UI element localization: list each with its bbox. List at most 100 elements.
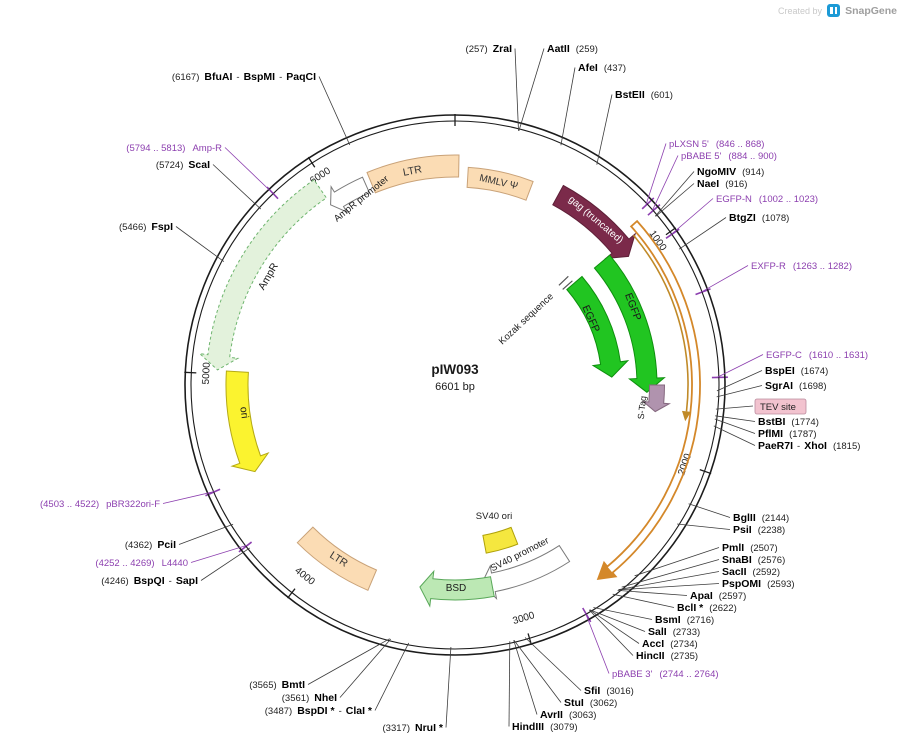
sfii-leader-line xyxy=(524,637,582,691)
afei-label[interactable]: AfeI (437) xyxy=(578,62,626,74)
ori-label[interactable]: ori xyxy=(237,406,251,419)
bsd-label[interactable]: BSD xyxy=(446,583,467,594)
pmli-label[interactable]: PmlI (2507) xyxy=(722,542,778,554)
pcii-label[interactable]: (4362) PciI xyxy=(125,539,176,551)
pbabe5-label[interactable]: pBABE 5' (884 .. 900) xyxy=(681,151,777,162)
nrui-label[interactable]: (3317) NruI * xyxy=(383,722,444,734)
sacii-leader-line xyxy=(618,571,720,590)
egfp-c-leader-line xyxy=(716,354,764,378)
scale-label: 4000 xyxy=(292,565,317,588)
mmlv-psi-feature[interactable] xyxy=(466,166,534,201)
egfp-1-feature[interactable] xyxy=(593,254,666,393)
scai-leader-line xyxy=(212,164,262,210)
acci-leader-line xyxy=(589,609,640,644)
watermark: Created by SnapGene xyxy=(778,4,897,17)
sacii-label[interactable]: SacII (2592) xyxy=(722,566,780,578)
bstbi-leader-line xyxy=(715,415,756,422)
sgrai-label[interactable]: SgrAI (1698) xyxy=(765,380,826,392)
l4440-label[interactable]: (4252 .. 4269) L4440 xyxy=(95,558,188,569)
bspqi-sapi-leader-line xyxy=(200,547,251,581)
nrui-leader-line xyxy=(445,646,452,728)
plxsn5-label[interactable]: pLXSN 5' (846 .. 868) xyxy=(669,139,764,150)
hincii-leader-line xyxy=(589,609,634,656)
pflmi-label[interactable]: PflMI (1787) xyxy=(758,428,817,440)
snabi-label[interactable]: SnaBI (2576) xyxy=(722,554,785,566)
fspi-label[interactable]: (5466) FspI xyxy=(119,221,173,233)
egfp-c-label[interactable]: EGFP-C (1610 .. 1631) xyxy=(766,350,868,361)
created-by-text: Created by xyxy=(778,5,823,16)
bspei-label[interactable]: BspEI (1674) xyxy=(765,365,828,377)
acci-label[interactable]: AccI (2734) xyxy=(642,638,698,650)
egfp-2-feature[interactable] xyxy=(566,275,630,378)
pbabe3-label[interactable]: pBABE 3' (2744 .. 2764) xyxy=(612,669,719,680)
pbr322ori-f-label[interactable]: (4503 .. 4522) pBR322ori-F xyxy=(40,499,160,510)
gag-truncated-feature[interactable] xyxy=(552,184,637,260)
scale-tick xyxy=(699,469,712,475)
psii-label[interactable]: PsiI (2238) xyxy=(733,524,785,536)
ampr-feature[interactable] xyxy=(198,179,328,371)
scai-label[interactable]: (5724) ScaI xyxy=(156,159,210,171)
s-tag-feature[interactable] xyxy=(641,384,672,413)
bspei-leader-line xyxy=(716,370,763,392)
scale-tick xyxy=(184,371,197,374)
hincii-label[interactable]: HincII (2735) xyxy=(636,650,698,662)
pflmi-leader-line xyxy=(714,418,756,434)
ltr-5-feature[interactable] xyxy=(366,154,460,194)
exfp-r-leader-line xyxy=(700,265,749,294)
bfuai-bspmi-paqci-label[interactable]: (6167) BfuAI - BspMI - PaqCI xyxy=(172,71,316,83)
hindiii-label[interactable]: HindIII (3079) xyxy=(512,721,578,733)
orf-line-feature[interactable] xyxy=(632,234,689,412)
pbr322ori-f-leader-line xyxy=(162,490,216,504)
ori-feature[interactable] xyxy=(225,370,270,473)
pspomi-leader-line xyxy=(618,583,720,591)
bspqi-sapi-label[interactable]: (4246) BspQI - SapI xyxy=(101,575,198,587)
stui-label[interactable]: StuI (3062) xyxy=(564,697,617,709)
bsteii-label[interactable]: BstEII (601) xyxy=(615,89,673,101)
bspdi-clai-label[interactable]: (3487) BspDI * - ClaI * xyxy=(265,705,373,717)
plasmid-title: pIW093 xyxy=(431,362,479,377)
kozak-label[interactable]: Kozak sequence xyxy=(497,291,556,347)
bstbi-label[interactable]: BstBI (1774) xyxy=(758,416,819,428)
ltr-5-label[interactable]: LTR xyxy=(402,163,423,178)
scale-tick xyxy=(287,588,296,599)
psii-leader-line xyxy=(677,523,731,530)
zrai-label[interactable]: (257) ZraI xyxy=(466,43,513,55)
ltr-3-feature[interactable] xyxy=(296,526,378,591)
sv40-promoter-feature[interactable] xyxy=(480,544,571,601)
gag-label[interactable]: gag (truncated) xyxy=(566,194,625,246)
bcli-label[interactable]: BclI * (2622) xyxy=(677,602,737,614)
sali-label[interactable]: SalI (2733) xyxy=(648,626,700,638)
bsmi-label[interactable]: BsmI (2716) xyxy=(655,614,714,626)
naei-label[interactable]: NaeI (916) xyxy=(697,178,747,190)
bmti-label[interactable]: (3565) BmtI xyxy=(249,679,305,691)
sv40-ori-feature[interactable] xyxy=(482,526,519,554)
ngomiv-label[interactable]: NgoMIV (914) xyxy=(697,166,764,178)
bsd-feature[interactable] xyxy=(419,569,495,608)
btgzi-leader-line xyxy=(678,217,727,250)
ngomiv-leader-line xyxy=(654,171,695,217)
pspomi-label[interactable]: PspOMI (2593) xyxy=(722,578,795,590)
egfp-n-label[interactable]: EGFP-N (1002 .. 1023) xyxy=(716,194,818,205)
tev-site-label[interactable]: TEV site xyxy=(760,402,796,413)
hindiii-leader-line xyxy=(508,641,511,727)
bglii-label[interactable]: BglII (2144) xyxy=(733,512,789,524)
sgrai-leader-line xyxy=(716,385,763,398)
zrai-leader-line xyxy=(514,48,519,131)
sali-leader-line xyxy=(589,609,646,632)
aatii-label[interactable]: AatII (259) xyxy=(547,43,598,55)
ampr-promoter-feature[interactable] xyxy=(330,176,371,213)
avrii-label[interactable]: AvrII (3063) xyxy=(540,709,596,721)
sfii-label[interactable]: SfiI (3016) xyxy=(584,685,634,697)
paer7i-xhoi-label[interactable]: PaeR7I - XhoI (1815) xyxy=(758,440,860,452)
amp-r-label[interactable]: (5794 .. 5813) Amp-R xyxy=(126,143,222,154)
nhei-label[interactable]: (3561) NheI xyxy=(282,692,337,704)
bsteii-leader-line xyxy=(596,94,613,165)
aatii-leader-line xyxy=(518,48,545,132)
sv40-ori-label[interactable]: SV40 ori xyxy=(476,511,512,522)
exfp-r-label[interactable]: EXFP-R (1263 .. 1282) xyxy=(751,261,852,272)
btgzi-label[interactable]: BtgZI (1078) xyxy=(729,212,789,224)
orf-line-arrowhead xyxy=(682,410,691,422)
s-tag-label[interactable]: S-Tag xyxy=(636,395,648,419)
apai-label[interactable]: ApaI (2597) xyxy=(690,590,746,602)
